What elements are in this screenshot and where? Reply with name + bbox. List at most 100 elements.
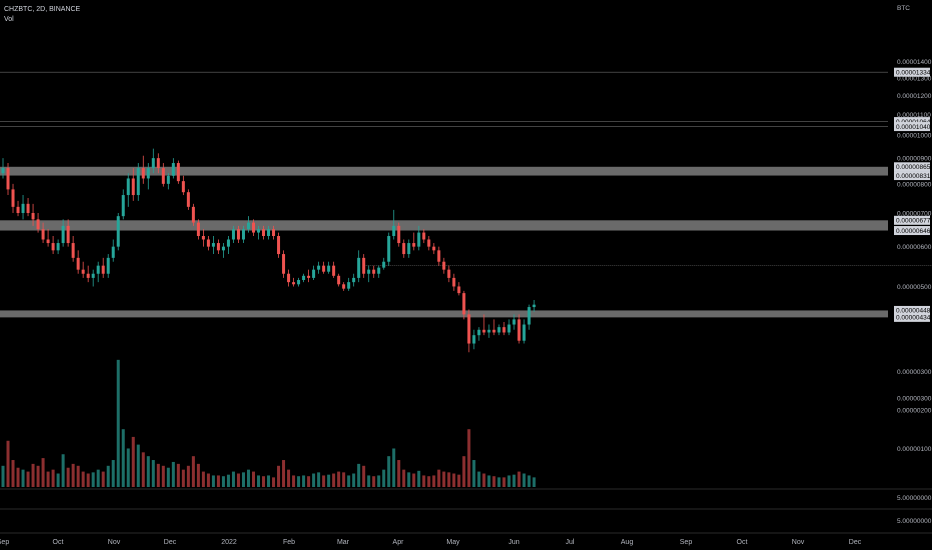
volume-bar (131, 436, 135, 487)
candle-body (51, 243, 55, 251)
candle-body (527, 307, 531, 325)
candle-body (292, 282, 296, 285)
candle-body (347, 282, 351, 289)
price-tag-box (894, 122, 930, 132)
volume-bar (492, 476, 496, 487)
volume-bar (51, 469, 55, 487)
volume-bar (262, 476, 266, 487)
price-tag-box (894, 305, 930, 315)
volume-bar (11, 460, 15, 487)
price-tag-label: 0.00001334 (896, 70, 931, 77)
volume-bar (387, 456, 391, 487)
volume-bar (382, 469, 386, 487)
price-tag-label: 0.00000677 (896, 218, 931, 225)
volume-bar (56, 473, 60, 487)
volume-bar (322, 475, 326, 487)
volume-bar (447, 472, 451, 487)
volume-bar (71, 463, 75, 487)
candle-body (517, 319, 521, 341)
currency-label: BTC (897, 5, 910, 12)
candle-body (442, 261, 446, 270)
candle-body (11, 189, 15, 207)
candle-body (262, 229, 266, 237)
volume-bar (111, 460, 115, 487)
candle-body (116, 216, 120, 247)
volume-bar (16, 467, 20, 487)
y-tick-label: 0.00001100 (897, 112, 931, 119)
volume-bar (211, 475, 215, 487)
candle-body (472, 335, 476, 344)
volume-bar (26, 471, 30, 487)
volume-bar (1, 465, 5, 487)
x-tick-label: Dec (849, 539, 862, 546)
price-tag-box (894, 215, 930, 225)
candle-body (362, 257, 366, 274)
price-tag-label: 0.00000646 (896, 228, 931, 235)
candle-body (6, 168, 10, 190)
candle-body (312, 269, 316, 278)
candle-body (447, 269, 451, 278)
candle-body (452, 277, 456, 287)
volume-bar (196, 463, 200, 487)
volume-bar (141, 452, 145, 487)
candle-body (241, 229, 245, 240)
volume-bar (402, 469, 406, 487)
volume-bar (507, 475, 511, 487)
volume-bar (317, 472, 321, 487)
volume-bar (221, 476, 225, 487)
volume-bar (482, 473, 486, 487)
candle-body (417, 232, 421, 247)
price-tag-label: 0.00000865 (896, 164, 931, 171)
volume-bar (327, 474, 331, 487)
candle-body (412, 243, 416, 247)
volume-bar (66, 467, 70, 487)
candle-body (146, 168, 150, 179)
volume-bar (191, 456, 195, 487)
volume-bar (342, 472, 346, 487)
candle-body (76, 257, 80, 270)
y-tick-label: 0.00001000 (897, 133, 932, 140)
volume-bar (357, 463, 361, 487)
candle-body (352, 277, 356, 283)
volume-bar (472, 460, 476, 487)
x-tick-label: Jun (508, 539, 519, 546)
volume-bar (156, 463, 160, 487)
chart-legend: CHZBTC, 2D, BINANCE Vol (4, 5, 80, 25)
volume-bar (427, 476, 431, 487)
candle-body (106, 257, 110, 274)
candle-body (206, 239, 210, 247)
candle-body (367, 269, 371, 274)
volume-bar (372, 476, 376, 487)
volume-bar (512, 474, 516, 487)
candle-body (166, 175, 170, 184)
volume-bar (257, 475, 261, 487)
volume-bar (181, 469, 185, 487)
y-tick-label: 0.00000300 (897, 395, 932, 402)
x-tick-label: Aug (621, 539, 634, 546)
candle-body (422, 232, 426, 240)
candle-body (322, 265, 326, 272)
candle-body (377, 267, 381, 274)
x-tick-label: Apr (393, 539, 405, 546)
volume-bar (417, 470, 421, 487)
volume-bar (282, 460, 286, 487)
volume-bar (517, 471, 521, 487)
candle-body (507, 324, 511, 333)
volume-bar (81, 471, 85, 487)
candle-body (156, 158, 160, 169)
volume-bar (91, 472, 95, 487)
x-tick-label: Mar (337, 539, 350, 546)
candle-body (201, 236, 205, 240)
x-tick-label: Jul (566, 539, 575, 546)
candle-body (221, 246, 225, 251)
volume-bar (432, 475, 436, 487)
price-tag-label: 0.00000434 (896, 315, 931, 322)
volume-bar (467, 429, 471, 487)
volume-bar (302, 475, 306, 487)
candle-body (427, 239, 431, 247)
candle-body (257, 229, 261, 233)
candle-body (71, 243, 75, 258)
volume-bar (522, 473, 526, 487)
